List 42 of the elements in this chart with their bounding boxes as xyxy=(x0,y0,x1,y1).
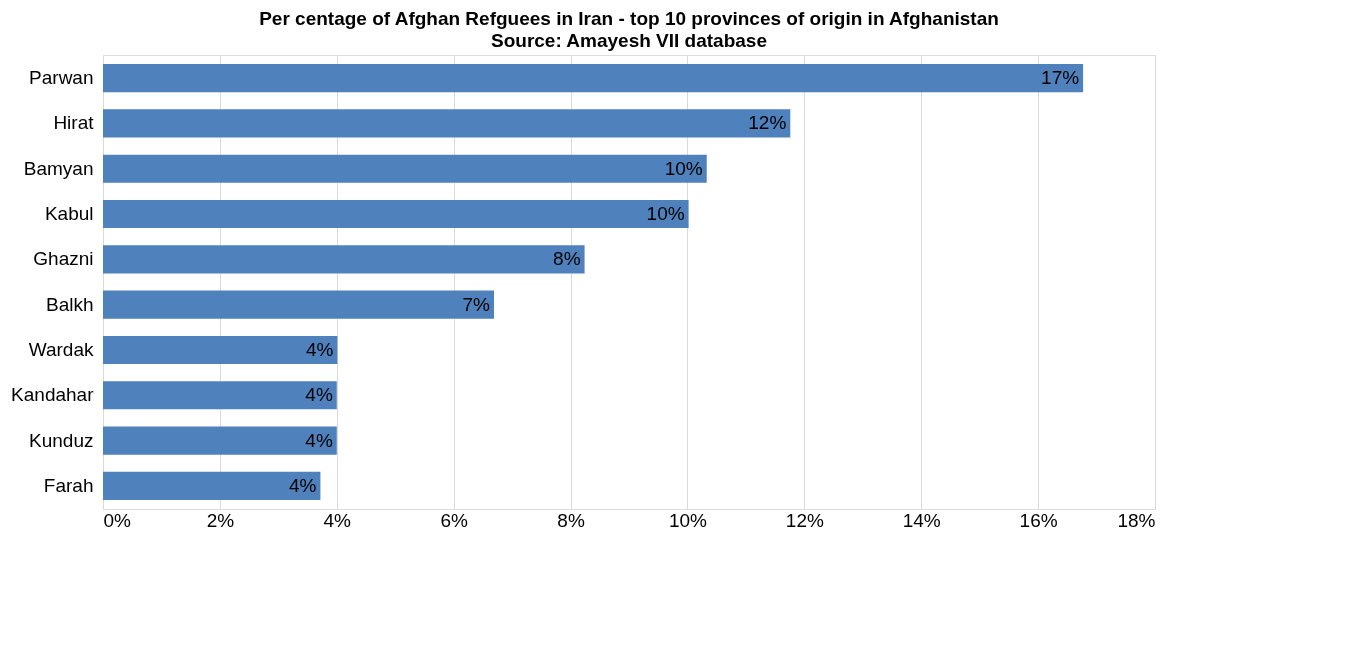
data-label: 4% xyxy=(288,474,317,496)
x-tick-label: 10% xyxy=(668,509,708,531)
bar xyxy=(103,471,321,500)
data-label: 4% xyxy=(305,429,333,451)
y-tick-label: Ghazni xyxy=(33,248,94,270)
y-tick-label: Bamyan xyxy=(23,157,94,179)
data-label: 8% xyxy=(553,248,581,270)
data-label: 12% xyxy=(748,112,787,134)
x-tick-label: 2% xyxy=(206,509,235,531)
x-tick-label: 0% xyxy=(103,509,132,531)
bar xyxy=(103,64,1084,93)
bar xyxy=(103,335,338,365)
y-tick-label: Kabul xyxy=(44,203,94,225)
bar xyxy=(103,426,337,455)
y-tick-label: Balkh xyxy=(45,293,94,315)
bar xyxy=(103,154,707,183)
bar xyxy=(103,381,337,410)
x-tick-label: 14% xyxy=(902,509,941,531)
bar xyxy=(103,245,585,274)
data-label: 4% xyxy=(305,338,334,360)
bar xyxy=(103,290,494,319)
bar xyxy=(103,109,791,138)
x-tick-label: 6% xyxy=(440,509,468,531)
data-label: 10% xyxy=(646,203,685,225)
data-label: 4% xyxy=(305,384,333,406)
y-tick-label: Kandahar xyxy=(11,384,95,406)
data-label: 7% xyxy=(462,293,491,315)
x-tick-label: 12% xyxy=(785,509,824,531)
y-tick-label: Farah xyxy=(43,474,94,496)
x-tick-label: 8% xyxy=(557,509,585,531)
y-tick-label: Hirat xyxy=(53,112,95,134)
data-label: 10% xyxy=(664,157,703,179)
bar xyxy=(103,199,689,229)
x-tick-label: 16% xyxy=(1019,509,1058,531)
x-tick-label: 18% xyxy=(1117,509,1156,531)
x-tick-label: 4% xyxy=(323,509,352,531)
data-label: 17% xyxy=(1041,67,1080,89)
chart-subtitle: Source: Amayesh VII database xyxy=(491,30,767,51)
chart-title: Per centage of Afghan Refguees in Iran - top 10 provinces of origin in Afghanistan xyxy=(259,8,999,29)
y-tick-label: Wardak xyxy=(28,338,94,360)
y-tick-label: Parwan xyxy=(29,67,94,89)
y-tick-label: Kunduz xyxy=(29,429,94,451)
